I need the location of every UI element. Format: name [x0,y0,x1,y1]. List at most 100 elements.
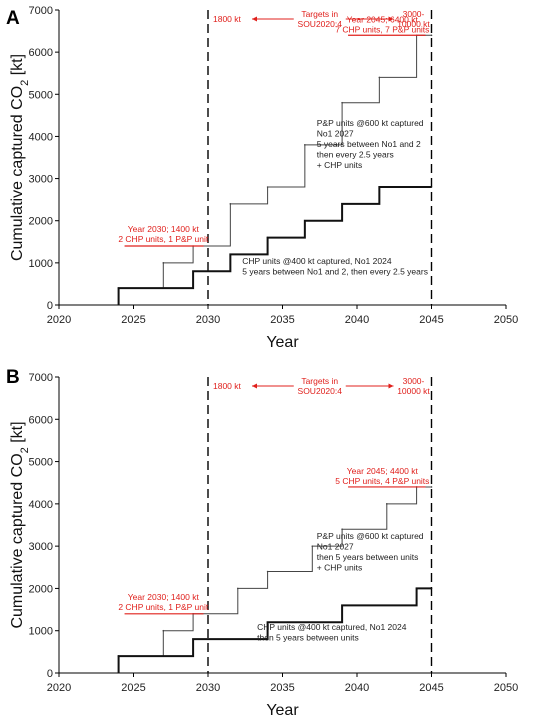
arrow-head-icon [252,383,257,389]
y-tick-label: 1000 [29,626,53,638]
step-point [117,655,120,657]
year-2045-label-line1: Year 2045; 6400 kt [347,14,419,24]
y-tick-label: 2000 [29,216,53,228]
y-tick-label: 7000 [29,372,53,384]
chp-description-line: then 5 years between units [257,632,359,642]
pp-description-line: + CHP units [317,160,362,170]
targets-label-line1: Targets in [301,9,338,19]
step-point [415,186,418,188]
step-point [266,570,269,573]
step-point [229,203,232,205]
year-2030-label-line1: Year 2030; 1400 kt [128,224,200,234]
y-tick-label: 0 [47,300,53,312]
step-point [162,262,165,264]
target-high-label-line2: 10000 kt [397,386,430,396]
step-point [430,34,433,37]
step-point [117,287,120,289]
y-tick-label: 5000 [29,457,53,469]
x-tick-label: 2035 [270,682,294,694]
y-axis-title: Cumulative captured CO2 [kt] [9,421,31,628]
step-point [430,186,433,188]
step-point [266,186,269,188]
y-tick-label: 5000 [29,89,53,101]
step-point [304,144,306,146]
step-point [341,101,343,104]
pp-description-line: then every 2.5 years [317,149,394,159]
step-point [378,186,381,188]
pp-series-line [118,486,432,673]
year-2030-label-line1: Year 2030; 1400 kt [128,592,200,602]
year-2030-label-line2: 2 CHP units, 1 P&P unit [118,234,209,244]
y-axis-title: Cumulative captured CO2 [kt] [9,54,31,261]
y-tick-label: 7000 [29,5,53,17]
targets-label-line2: SOU2020:4 [298,19,343,29]
panel-label: B [6,367,20,388]
x-tick-label: 2020 [47,314,71,326]
x-tick-label: 2050 [494,314,518,326]
target-high-label-line2: 10000 kt [397,19,430,29]
x-tick-label: 2040 [345,682,369,694]
y-tick-label: 2000 [29,583,53,595]
chp-description-line: CHP units @400 kt captured, No1 2024 [257,622,407,632]
x-axis-title: Year [266,334,299,351]
x-tick-label: 2030 [196,682,220,694]
arrow-head-icon [252,16,257,22]
x-tick-label: 2050 [494,682,518,694]
x-tick-label: 2025 [121,682,145,694]
y-tick-label: 3000 [29,174,53,186]
chp-series-line [117,186,432,305]
x-tick-label: 2045 [419,682,443,694]
step-point [341,528,343,531]
pp-description-line: P&P units @600 kt captured [317,118,424,128]
y-tick-label: 6000 [29,414,53,426]
chp-description-line: CHP units @400 kt captured, No1 2024 [242,256,392,266]
targets-label-line2: SOU2020:4 [298,386,343,396]
y-tick-label: 1000 [29,258,53,270]
arrow-head-icon [388,383,394,389]
y-tick-label: 0 [47,668,53,680]
target-high-label-line1: 3000- [403,376,425,386]
target-high-label-line1: 3000- [403,9,425,19]
x-tick-label: 2025 [121,314,145,326]
step-point [266,236,269,239]
x-tick-label: 2020 [47,682,71,694]
pp-description-line: + CHP units [317,562,362,572]
step-point [341,604,343,607]
x-axis-title: Year [266,702,299,719]
year-2045-label-line1: Year 2045; 4400 kt [347,466,419,476]
target-low-label: 1800 kt [213,381,242,391]
step-point [415,587,418,590]
step-point [266,621,269,624]
step-point [192,638,194,640]
step-point [192,270,194,273]
step-point [237,587,239,590]
targets-label-line1: Targets in [301,376,338,386]
year-2045-label-line2: 5 CHP units, 4 P&P units [335,476,429,486]
pp-description-line: P&P units @600 kt captured [317,531,424,541]
step-point [386,503,388,505]
step-point [430,587,433,590]
chart-panel-a: A 0 1000 2000 3000 4000 5000 6000 7000 2020 2025 20… [6,5,518,351]
y-tick-label: 4000 [29,131,53,143]
chart-panel-b: B 0 1000 2000 3000 4000 5000 6000 7000 2020 2025 20… [6,367,518,719]
arrow-head-icon [388,16,394,22]
x-tick-label: 2035 [270,314,294,326]
step-point [304,219,306,222]
pp-description-line: No1 2027 [317,128,354,138]
y-tick-label: 3000 [29,541,53,553]
year-2045-label-line2: 7 CHP units, 7 P&P units [335,24,429,34]
y-tick-label: 4000 [29,499,53,511]
step-point [341,203,343,205]
x-tick-label: 2040 [345,314,369,326]
step-point [229,253,232,256]
year-2030-label-line2: 2 CHP units, 1 P&P unit [118,602,209,612]
step-point [311,545,314,547]
pp-description-line: No1 2027 [317,541,354,551]
panel-label: A [6,8,20,29]
step-point [162,629,165,632]
x-tick-label: 2030 [196,314,220,326]
target-low-label: 1800 kt [213,14,242,24]
x-tick-label: 2045 [419,314,443,326]
pp-description-line: 5 years between No1 and 2 [317,139,421,149]
